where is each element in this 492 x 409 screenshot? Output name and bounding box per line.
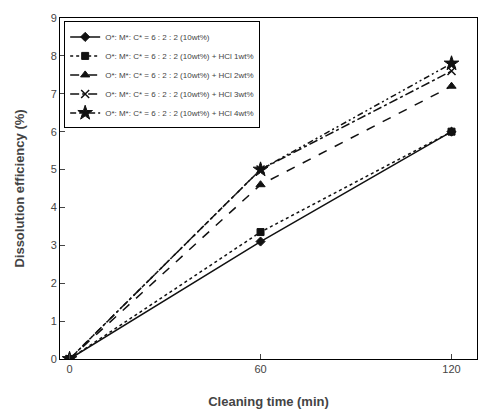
svg-text:120: 120 <box>442 363 460 375</box>
svg-text:9: 9 <box>51 12 57 24</box>
svg-text:O*: M*: C* = 6 : 2 : 2 (10wt%): O*: M*: C* = 6 : 2 : 2 (10wt%) + HCl 1wt… <box>105 52 254 61</box>
svg-text:Dissolution efficiency (%): Dissolution efficiency (%) <box>12 109 27 267</box>
svg-text:7: 7 <box>51 88 57 100</box>
svg-text:O*: M*: C* = 6 : 2 : 2 (10wt%): O*: M*: C* = 6 : 2 : 2 (10wt%) + HCl 2wt… <box>105 71 254 80</box>
svg-text:4: 4 <box>51 201 57 213</box>
svg-text:0: 0 <box>66 363 72 375</box>
svg-text:3: 3 <box>51 239 57 251</box>
svg-text:0: 0 <box>51 353 57 365</box>
svg-text:8: 8 <box>51 50 57 62</box>
svg-text:5: 5 <box>51 163 57 175</box>
svg-text:6: 6 <box>51 126 57 138</box>
svg-text:60: 60 <box>254 363 266 375</box>
svg-text:1: 1 <box>51 315 57 327</box>
svg-text:Cleaning time (min): Cleaning time (min) <box>208 394 329 409</box>
svg-text:O*: M*: C* = 6 : 2 : 2 (10wt%): O*: M*: C* = 6 : 2 : 2 (10wt%) + HCl 3wt… <box>105 90 254 99</box>
svg-text:O*: M*: C* = 6 : 2 : 2 (10wt%): O*: M*: C* = 6 : 2 : 2 (10wt%) <box>105 33 210 42</box>
svg-text:2: 2 <box>51 277 57 289</box>
svg-text:O*: M*: C* = 6 : 2 : 2 (10wt%): O*: M*: C* = 6 : 2 : 2 (10wt%) + HCl 4wt… <box>105 109 254 118</box>
